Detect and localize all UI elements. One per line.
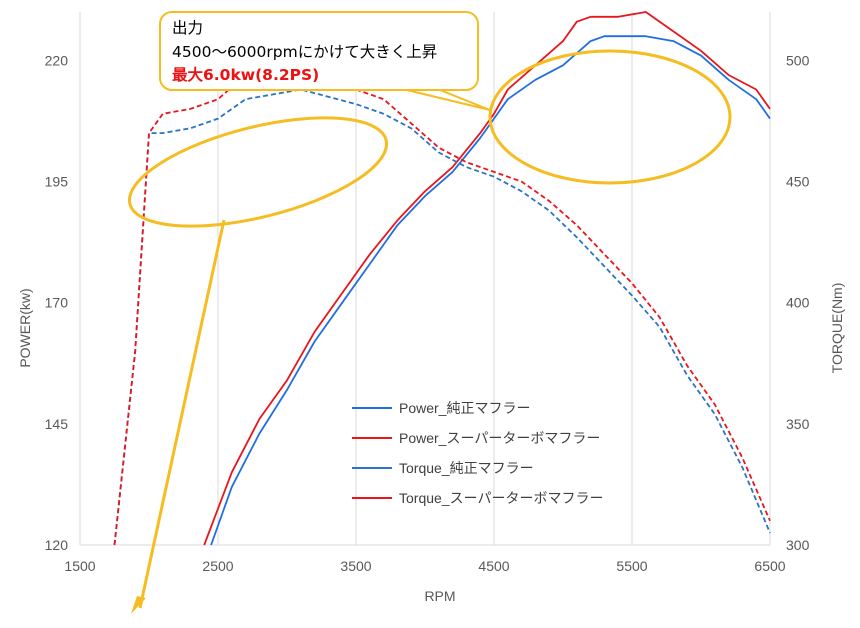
series-line-2	[203, 11, 771, 546]
y-left-tick-label: 170	[45, 295, 69, 311]
legend-label-4: Torque_スーパーターボマフラー	[399, 490, 603, 506]
y-axis-left-title: POWER(kw)	[17, 288, 33, 367]
y-right-tick-label: 400	[786, 295, 810, 311]
callout-line-1: 出力	[172, 19, 203, 37]
series-line-3	[113, 88, 771, 546]
callout-line-3: 最大6.0kw(8.2PS)	[172, 65, 319, 84]
y-left-tick-label: 220	[45, 52, 69, 68]
y-axis-right-ticks: 300 350 400 450 500	[786, 52, 810, 553]
y-right-tick-label: 300	[786, 537, 810, 553]
x-tick-label: 4500	[478, 558, 509, 574]
callout: 出力 4500～6000rpmにかけて大きく上昇 最大6.0kw(8.2PS)	[159, 11, 491, 111]
highlight-ellipse-high-rpm	[488, 49, 732, 185]
highlight-arrow-head	[131, 596, 146, 614]
x-tick-label: 2500	[202, 558, 233, 574]
highlight-arrow-line	[138, 219, 226, 609]
series-line-1	[210, 35, 771, 546]
y-right-tick-label: 350	[786, 416, 810, 432]
highlight-ellipse-low-rpm	[127, 116, 389, 228]
series-group	[113, 11, 771, 546]
legend-label-3: Torque_純正マフラー	[399, 460, 534, 476]
x-axis-ticks: 1500 2500 3500 4500 5500 6500	[64, 558, 785, 574]
y-left-tick-label: 145	[45, 416, 69, 432]
legend-label-2: Power_スーパーターボマフラー	[399, 430, 600, 446]
x-tick-label: 6500	[754, 558, 785, 574]
callout-pointer-joint	[392, 82, 428, 89]
legend: Power_純正マフラー Power_スーパーターボマフラー Torque_純正マフ…	[352, 400, 603, 506]
y-left-tick-label: 195	[45, 174, 69, 190]
y-right-tick-label: 500	[786, 52, 810, 68]
callout-box	[159, 11, 479, 91]
series-line-4	[113, 59, 771, 546]
x-tick-label: 5500	[616, 558, 647, 574]
x-tick-label: 3500	[340, 558, 371, 574]
x-tick-label: 1500	[64, 558, 95, 574]
y-left-tick-label: 120	[45, 537, 69, 553]
y-axis-right-title: TORQUE(Nm)	[829, 283, 845, 374]
callout-line-2: 4500～6000rpmにかけて大きく上昇	[172, 43, 437, 61]
x-axis-title: RPM	[424, 588, 455, 604]
y-axis-left-ticks: 120 145 170 195 220	[45, 52, 69, 553]
legend-label-1: Power_純正マフラー	[399, 400, 530, 416]
y-right-tick-label: 450	[786, 174, 810, 190]
